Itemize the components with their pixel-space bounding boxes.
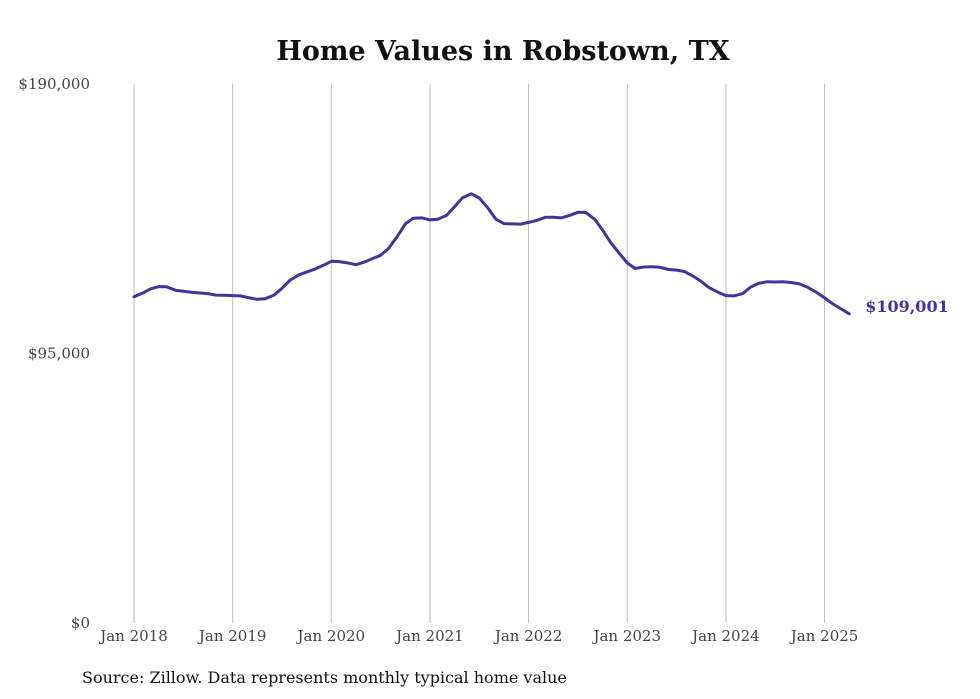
chart-title: Home Values in Robstown, TX	[276, 36, 729, 67]
x-tick-label: Jan 2021	[394, 627, 464, 645]
x-tick-label: Jan 2022	[493, 627, 563, 645]
x-tick-label: Jan 2023	[591, 627, 661, 645]
x-tick-label: Jan 2025	[789, 627, 859, 645]
y-tick-label: $95,000	[28, 345, 90, 363]
x-tick-label: Jan 2024	[690, 627, 760, 645]
x-tick-label: Jan 2018	[98, 627, 168, 645]
y-tick-label: $0	[71, 614, 90, 632]
y-tick-label: $190,000	[18, 75, 90, 93]
x-tick-label: Jan 2020	[296, 627, 366, 645]
x-tick-label: Jan 2019	[197, 627, 267, 645]
series-line	[132, 192, 851, 316]
end-value-label: $109,001	[865, 297, 949, 316]
source-note: Source: Zillow. Data represents monthly …	[82, 668, 567, 687]
